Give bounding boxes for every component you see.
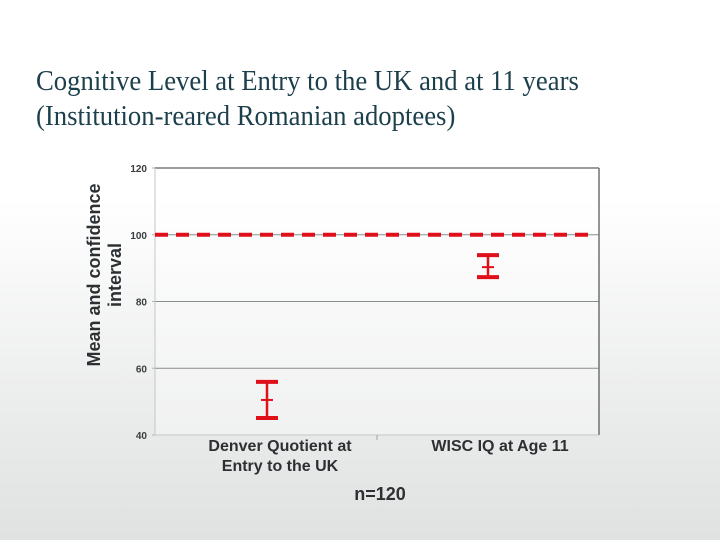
y-tick-label: 80 (136, 298, 148, 309)
title-line-1: Cognitive Level at Entry to the UK and a… (36, 65, 579, 97)
category-label-line: Denver Quotient at (208, 438, 352, 455)
sample-size-note: n=120 (354, 484, 406, 504)
category-label-wisc: WISC IQ at Age 11 (400, 437, 600, 457)
category-label-denver: Denver Quotient at Entry to the UK (180, 437, 380, 477)
y-tick-label: 100 (130, 231, 147, 242)
category-label-line: Entry to the UK (221, 458, 339, 475)
chart-title: Cognitive Level at Entry to the UK and a… (36, 64, 579, 134)
y-tick-label: 40 (136, 431, 148, 442)
category-label-line: WISC IQ at Age 11 (431, 438, 569, 455)
y-tick-label: 60 (136, 364, 148, 375)
title-line-2: (Institution-reared Romanian adoptees) (36, 100, 456, 132)
y-tick-label: 120 (130, 164, 147, 175)
